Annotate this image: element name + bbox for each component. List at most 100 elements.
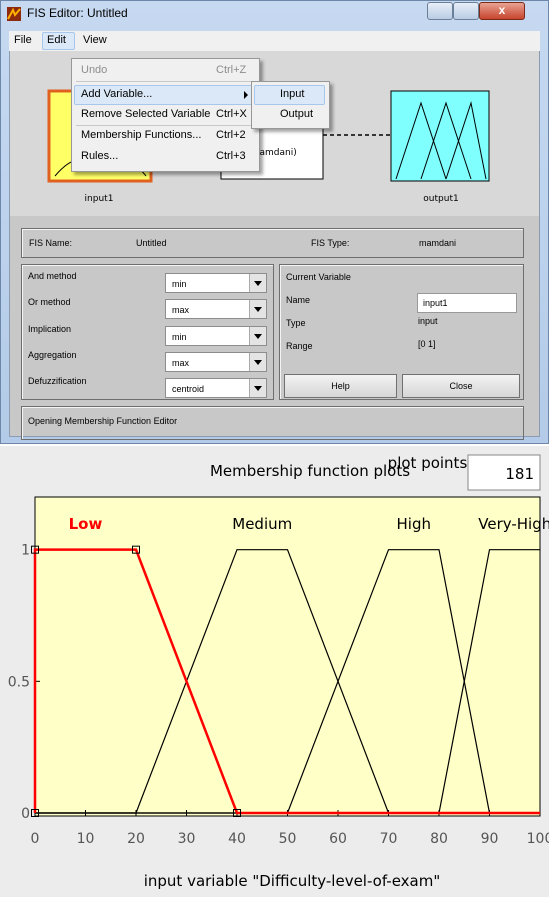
- output-label: output1: [423, 194, 458, 204]
- help-button[interactable]: Help: [284, 374, 397, 398]
- x-tick-label: 100: [527, 831, 549, 847]
- dropdown-arrow: [249, 379, 266, 398]
- y-tick-label: 0: [21, 806, 30, 822]
- app-icon: [7, 7, 21, 21]
- dropdown-arrow: [249, 326, 266, 345]
- arrow-glyph: [254, 359, 262, 365]
- field-label: Type: [286, 318, 306, 328]
- title-bar: FIS Editor: Untitled x: [7, 1, 537, 29]
- status-box: Opening Membership Function Editor: [21, 406, 524, 440]
- mf-vertex: [31, 809, 39, 817]
- fis-info-box: FIS Name: Untitled FIS Type: mamdani: [21, 228, 524, 258]
- output-box[interactable]: [390, 90, 490, 182]
- menu-highlight: [254, 85, 325, 105]
- y-tick-label: 0.5: [8, 674, 30, 690]
- menu-entry[interactable]: Remove Selected Variable: [81, 108, 211, 120]
- close-window-button[interactable]: x: [479, 2, 525, 20]
- plot-points-value: 181: [505, 465, 534, 483]
- plot-points-label: plot points:: [388, 454, 473, 472]
- output-icon: [395, 101, 487, 180]
- field-value: input: [418, 316, 438, 326]
- mf-vertex: [233, 809, 241, 817]
- menu-item[interactable]: Edit: [47, 34, 66, 46]
- fis-name: Untitled: [136, 238, 167, 248]
- field-value: [0 1]: [418, 339, 436, 349]
- arrow-glyph: [254, 386, 262, 392]
- field-label: Range: [286, 341, 313, 351]
- x-tick-label: 40: [228, 831, 246, 847]
- method-dropdown[interactable]: min: [165, 325, 267, 346]
- menu-item[interactable]: View: [83, 34, 107, 46]
- plot-points-field[interactable]: [467, 454, 541, 491]
- x-tick-label: 30: [178, 831, 196, 847]
- menu-shortcut: Ctrl+3: [216, 150, 246, 162]
- fis-type-label: FIS Type:: [311, 238, 350, 248]
- y-tick-label: 1: [21, 543, 30, 559]
- mf-vertex: [31, 545, 39, 554]
- minimize-button[interactable]: [427, 2, 453, 20]
- mf-label: High: [397, 515, 431, 533]
- method-label: Defuzzification: [28, 376, 87, 387]
- maximize-button[interactable]: [453, 2, 479, 20]
- method-label: Aggregation: [28, 349, 77, 360]
- arrow-glyph: [254, 281, 262, 286]
- method-dropdown[interactable]: min: [165, 273, 267, 293]
- mf-label: Low: [69, 515, 103, 533]
- mf-label: Very-High: [478, 515, 549, 533]
- x-tick-label: 0: [31, 831, 40, 847]
- menu-item[interactable]: File: [14, 34, 32, 46]
- current-variable-heading: Current Variable: [286, 272, 351, 282]
- method-dropdown[interactable]: max: [165, 351, 267, 372]
- menu-entry[interactable]: Add Variable...: [81, 88, 153, 100]
- x-tick-label: 70: [380, 831, 398, 847]
- mf-label: Medium: [232, 515, 292, 533]
- plot-title: Membership function plots: [210, 462, 410, 480]
- menu-shortcut: Ctrl+Z: [216, 64, 247, 76]
- method-dropdown[interactable]: max: [165, 299, 267, 320]
- name-field[interactable]: input1: [417, 293, 517, 313]
- fis-editor-window: FIS Editor: Untitled x File Edit View Unti…: [0, 0, 549, 444]
- menu-shortcut: Ctrl+2: [216, 129, 246, 141]
- menu-entry[interactable]: Membership Functions...: [81, 129, 202, 141]
- method-label: Or method: [28, 297, 71, 308]
- submenu-entry[interactable]: Output: [280, 108, 314, 120]
- x-tick-label: 60: [329, 831, 347, 847]
- method-label: And method: [28, 271, 77, 281]
- x-axis-label: input variable "Difficulty-level-of-exam…: [144, 872, 441, 890]
- x-tick-label: 50: [279, 831, 297, 847]
- menu-entry[interactable]: Undo: [81, 64, 108, 76]
- dropdown-arrow: [249, 300, 266, 319]
- arrow-glyph: [254, 333, 262, 339]
- fis-type: mamdani: [419, 238, 457, 248]
- window-title: FIS Editor: Untitled: [27, 6, 128, 20]
- mf-line: [33, 548, 540, 815]
- input-label: input1: [85, 194, 114, 204]
- arrow-glyph: [254, 307, 262, 313]
- menu-entry[interactable]: Rules...: [81, 150, 119, 162]
- mf-curves: [33, 548, 540, 815]
- method-dropdown[interactable]: centroid: [165, 378, 267, 399]
- close-button[interactable]: Close: [402, 374, 520, 398]
- menu-separator: [76, 125, 254, 126]
- current-variable-box: Current Variable Name input1 Type input Rang…: [279, 264, 524, 400]
- mf-plot-figure: Membership function plots plot points: 1…: [0, 446, 549, 897]
- methods-box: And method min Or method max Implication min A…: [21, 264, 274, 400]
- x-tick-label: 80: [430, 831, 448, 847]
- submenu-entry[interactable]: Input: [280, 88, 305, 100]
- menu-shortcut: Ctrl+X: [216, 108, 247, 120]
- dropdown-arrow: [249, 352, 266, 371]
- mf-plot: Membership function plots plot points: 1…: [8, 454, 549, 890]
- submenu-arrow: [244, 91, 248, 99]
- menu-highlight: [42, 32, 75, 50]
- fis-name-label: FIS Name:: [29, 238, 73, 248]
- status-text: Opening Membership Function Editor: [28, 416, 178, 426]
- menu-bar: File Edit View: [9, 31, 540, 51]
- x-tick-label: 10: [77, 831, 95, 847]
- system-type: (mamdani): [247, 148, 297, 158]
- edit-menu: Undo Ctrl+Z Add Variable... Remove Selected…: [71, 58, 260, 172]
- menu-separator: [76, 81, 254, 82]
- add-variable-submenu: Input Output: [251, 81, 330, 129]
- mf-vertex: [132, 545, 140, 554]
- plot-area: [34, 496, 541, 817]
